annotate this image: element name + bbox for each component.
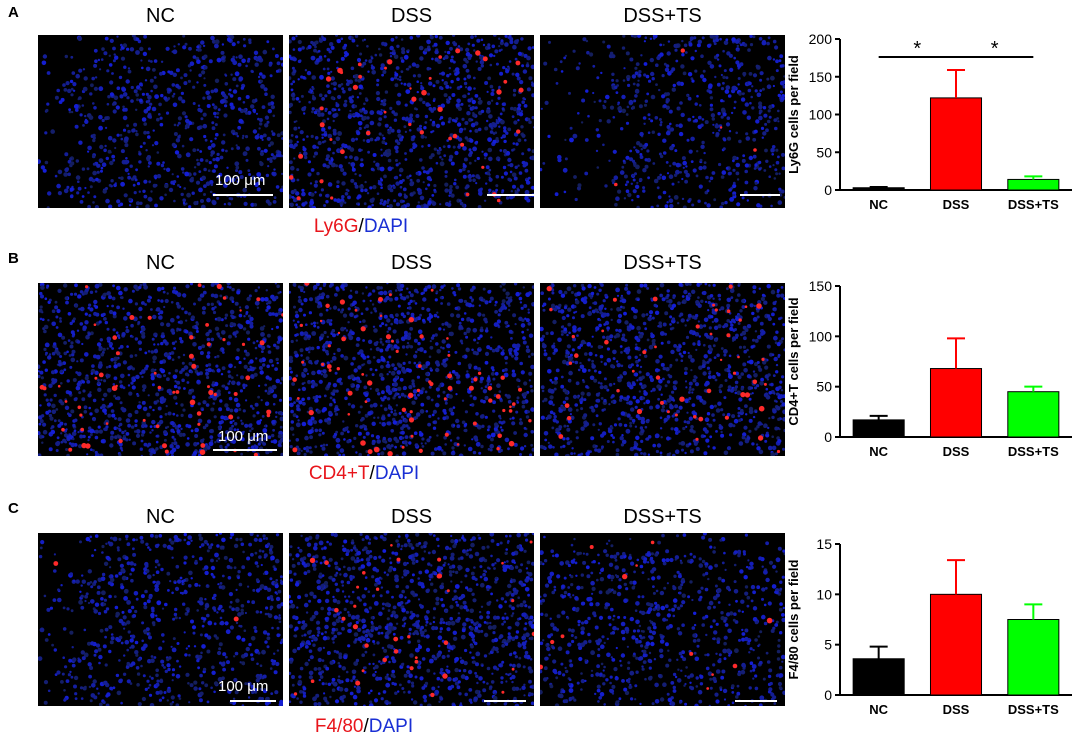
- stain-marker: F4/80: [314, 716, 364, 737]
- bar: [1007, 178, 1060, 191]
- micrograph: [38, 35, 283, 208]
- column-title-dss: DSS: [390, 252, 433, 274]
- stain-marker: CD4+T: [308, 463, 370, 484]
- bar: [929, 368, 983, 438]
- stain-separator: /: [363, 716, 369, 737]
- stain-marker: Ly6G: [313, 216, 359, 237]
- bar-chart-cd4: 0 50 100 150 CD4+T cells per field NC DSS DSS+T…: [780, 272, 1080, 462]
- y-axis-label: F4/80 cells per field: [786, 559, 801, 679]
- y-tick-label: 0: [824, 429, 832, 445]
- panel-letter-a: A: [8, 4, 19, 21]
- column-title-dss: DSS: [390, 506, 433, 528]
- scale-bar: [213, 449, 277, 451]
- scale-bar: [487, 194, 537, 196]
- bar-chart-ly6g: 0 50 100 150 200 Ly6G cells per field NC DSS DSS…: [780, 25, 1080, 215]
- micrograph: [38, 533, 283, 706]
- scale-bar: [740, 194, 780, 196]
- x-tick-label: NC: [869, 702, 888, 717]
- panel-letter-c: C: [8, 500, 19, 517]
- stain-dapi: DAPI: [374, 463, 420, 484]
- y-tick-label: 150: [809, 69, 833, 85]
- stain-dapi: DAPI: [363, 216, 409, 237]
- bar: [1007, 391, 1060, 438]
- significance-star: *: [991, 38, 999, 60]
- column-title-nc: NC: [146, 506, 175, 528]
- micrograph: [540, 533, 785, 706]
- y-axis-label: Ly6G cells per field: [786, 55, 801, 174]
- scale-bar: [735, 700, 777, 702]
- scale-bar-label: 100 μm: [218, 428, 269, 445]
- scale-bar-label: 100 μm: [215, 172, 266, 189]
- stain-label-ly6g: Ly6G/DAPI: [261, 216, 461, 238]
- y-axis-label: CD4+T cells per field: [786, 297, 801, 425]
- column-title-dss-ts: DSS+TS: [623, 5, 702, 27]
- y-tick-label: 100: [809, 107, 833, 123]
- bar: [1007, 619, 1060, 696]
- micrograph: [540, 283, 785, 456]
- y-tick-label: 0: [824, 687, 832, 703]
- panel-letter-b: B: [8, 250, 19, 267]
- micrograph: [540, 35, 785, 208]
- bar-chart-f480: 0 5 10 15 F4/80 cells per field NC DSS DSS+TS: [780, 530, 1080, 720]
- x-tick-label: DSS+TS: [1008, 702, 1059, 717]
- y-tick-label: 100: [809, 328, 833, 344]
- x-tick-label: DSS+TS: [1008, 444, 1059, 459]
- micrograph: [289, 35, 534, 208]
- x-tick-label: DSS: [943, 702, 970, 717]
- bar: [929, 97, 983, 191]
- y-tick-label: 50: [816, 144, 832, 160]
- stain-label-cd4: CD4+T/DAPI: [264, 463, 464, 485]
- y-tick-label: 200: [809, 31, 833, 47]
- scale-bar: [230, 700, 276, 702]
- micrograph: [289, 283, 534, 456]
- y-tick-label: 50: [816, 379, 832, 395]
- x-tick-label: DSS: [943, 197, 970, 212]
- y-tick-label: 5: [824, 637, 832, 653]
- bar: [852, 187, 905, 191]
- significance-star: *: [913, 38, 921, 60]
- micrograph: [289, 533, 534, 706]
- scale-bar-label: 100 μm: [218, 678, 269, 695]
- y-tick-label: 150: [809, 278, 833, 294]
- bar: [852, 419, 905, 438]
- x-tick-label: NC: [869, 444, 888, 459]
- y-tick-label: 0: [824, 182, 832, 198]
- x-tick-label: DSS: [943, 444, 970, 459]
- column-title-dss-ts: DSS+TS: [623, 506, 702, 528]
- stain-dapi: DAPI: [368, 716, 414, 737]
- x-tick-label: NC: [869, 197, 888, 212]
- column-title-dss-ts: DSS+TS: [623, 252, 702, 274]
- column-title-nc: NC: [146, 252, 175, 274]
- column-title-nc: NC: [146, 5, 175, 27]
- y-tick-label: 10: [816, 586, 832, 602]
- stain-label-f480: F4/80/DAPI: [264, 716, 464, 738]
- y-tick-label: 15: [816, 536, 832, 552]
- stain-separator: /: [358, 216, 364, 237]
- x-tick-label: DSS+TS: [1008, 197, 1059, 212]
- scale-bar: [484, 700, 526, 702]
- bar: [852, 658, 905, 696]
- column-title-dss: DSS: [390, 5, 433, 27]
- stain-separator: /: [369, 463, 375, 484]
- bar: [929, 593, 983, 696]
- scale-bar: [213, 194, 273, 196]
- micrograph: [38, 283, 283, 456]
